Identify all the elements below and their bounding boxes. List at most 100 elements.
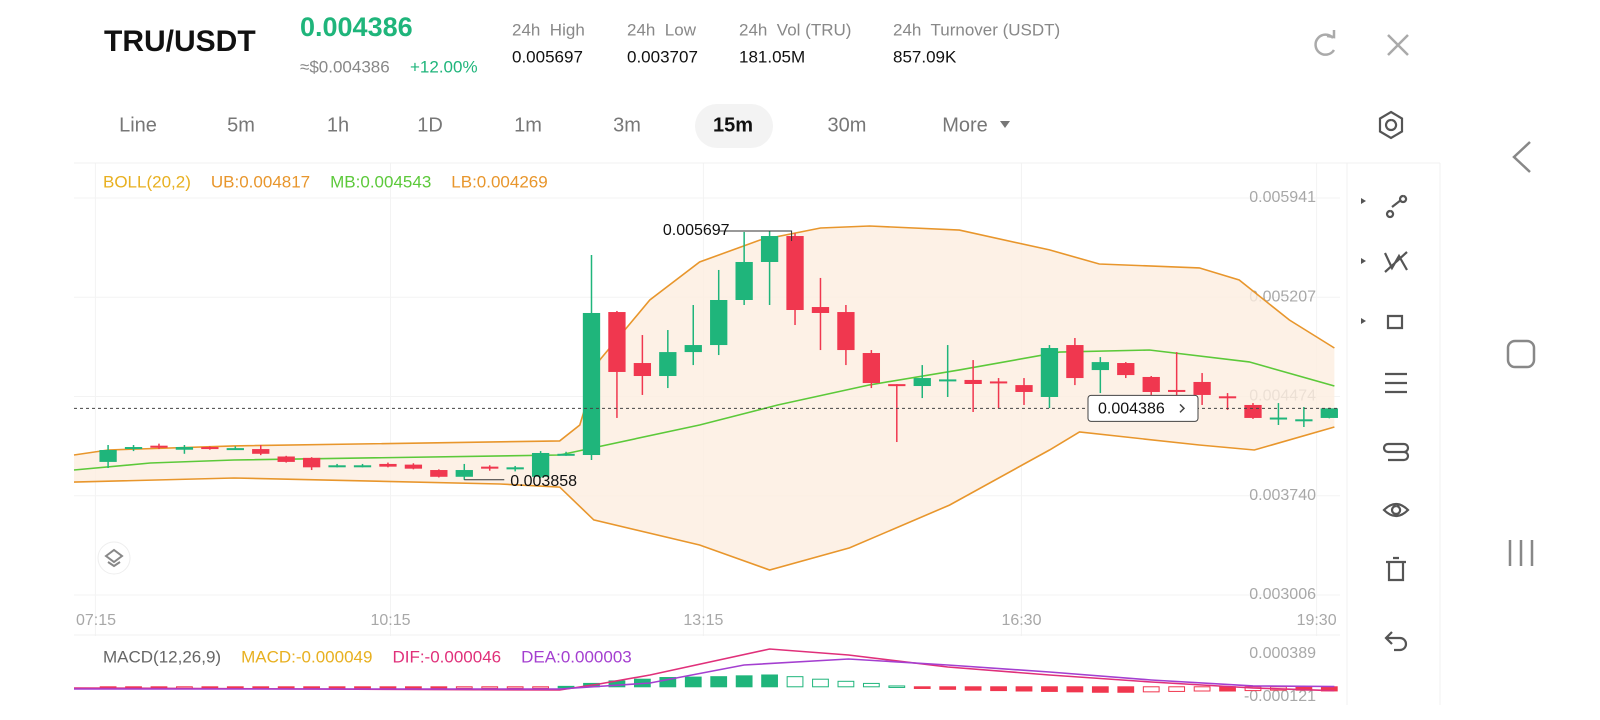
tool-layers[interactable] (1382, 442, 1410, 462)
expand-arrows (1361, 198, 1366, 324)
tool-delete[interactable] (1386, 556, 1406, 582)
candle-body (455, 470, 473, 477)
candle-body (252, 449, 270, 454)
stat-label: 24h High (512, 20, 585, 39)
candle-body (404, 464, 423, 469)
candle-body (557, 453, 575, 456)
macd-bar (1066, 686, 1084, 693)
x-tick-label: 07:15 (76, 612, 116, 629)
candle-body (175, 447, 194, 450)
y-tick-label: -0.000121 (1244, 688, 1316, 705)
macd-bar (939, 686, 957, 690)
macd-bar (684, 676, 702, 688)
boll-line (73, 426, 1335, 571)
boll-line (73, 225, 1335, 456)
legend-item: MB:0.004543 (330, 172, 431, 191)
legend-item: LB:0.004269 (451, 172, 547, 191)
candle-body (1244, 404, 1262, 418)
toolbar (1361, 194, 1410, 652)
timeframe-tab[interactable]: 3m (613, 114, 641, 136)
last-price: 0.004386 (300, 12, 413, 42)
candle-body (939, 379, 957, 382)
timeframe-tab[interactable]: 5m (227, 114, 255, 136)
macd-line (74, 658, 1335, 690)
high-label: 0.005697 (663, 222, 730, 239)
tool-trend[interactable] (1384, 251, 1408, 273)
nav-home[interactable] (1506, 339, 1536, 369)
legend-item: MACD:-0.000049 (241, 647, 372, 666)
tool-indicators[interactable] (1385, 372, 1407, 394)
reset-zoom[interactable] (97, 541, 131, 575)
macd-bar (405, 686, 422, 689)
refresh-icon[interactable] (1314, 30, 1336, 56)
macd-bar (1041, 686, 1058, 692)
candle-body (1015, 385, 1033, 392)
macd-bar (990, 686, 1007, 692)
tool-visibility[interactable] (1382, 502, 1410, 518)
pair: TRU/USDT (104, 25, 256, 58)
top-icons (1314, 30, 1409, 56)
stat-label: 24h Turnover (USDT) (893, 20, 1060, 39)
candle-body (1066, 345, 1084, 379)
candle-body (1117, 363, 1135, 376)
settings-icon[interactable] (1378, 110, 1404, 140)
timeframe-tab[interactable]: Line (119, 114, 157, 136)
candle-body (1040, 348, 1059, 397)
candle-body (913, 378, 931, 387)
reset-button[interactable] (97, 541, 131, 575)
close-icon[interactable] (1387, 34, 1409, 56)
candle-body (328, 465, 346, 468)
legend-item: BOLL(20,2) (103, 172, 191, 191)
timeframe-tab[interactable]: 15m (713, 114, 753, 136)
x-tick-label: 16:30 (1001, 612, 1041, 629)
timeframe-tab[interactable]: 1m (514, 114, 542, 136)
nav-back[interactable] (1512, 141, 1531, 173)
candle-body (633, 363, 652, 377)
dropdown-caret (1000, 121, 1010, 128)
tool-line[interactable] (1385, 194, 1408, 219)
timeframe-tab[interactable]: 30m (828, 114, 867, 136)
chevron (1179, 403, 1186, 413)
candle-body (888, 384, 906, 387)
legend-item: DIF:-0.000046 (392, 647, 501, 666)
tool-undo[interactable] (1384, 631, 1408, 652)
macd-bar (1091, 686, 1109, 693)
candle-body (786, 236, 804, 311)
macd-bar (1117, 686, 1135, 693)
macd-bar (888, 685, 906, 688)
candle-body (760, 236, 779, 262)
stat-label: 24h Low (627, 20, 697, 39)
macd-bar (303, 686, 321, 689)
candle-body (837, 312, 855, 351)
candle-body (201, 447, 219, 450)
macd-bar (862, 682, 880, 688)
candle-body (811, 307, 830, 313)
candle-body (99, 450, 117, 462)
macd-bar (761, 674, 778, 688)
active-pill (695, 104, 773, 148)
macd-bar (1142, 686, 1160, 693)
candle-body (1320, 408, 1338, 418)
candle-body (124, 447, 143, 450)
boll-band-fill (74, 226, 1335, 570)
candle-body (481, 466, 499, 469)
candle-body (379, 463, 397, 467)
nav-recent[interactable] (1508, 540, 1534, 566)
x-tick-label: 10:15 (370, 612, 410, 629)
candle-body (684, 345, 702, 353)
tool-shape[interactable] (1386, 314, 1404, 330)
stat-value: 0.005697 (512, 47, 583, 66)
candle-body (1091, 362, 1109, 371)
y-tick-label: 0.003740 (1249, 487, 1316, 504)
y-tick-label: 0.003006 (1249, 586, 1316, 603)
candle-body (531, 452, 550, 477)
candle-body (659, 352, 677, 377)
timeframe-tab[interactable]: More (942, 114, 988, 136)
timeframe-tab[interactable]: 1h (327, 114, 349, 136)
candle-body (1193, 381, 1211, 395)
legend-item: MACD(12,26,9) (103, 647, 221, 666)
y-tick-label: 0.005941 (1249, 189, 1316, 206)
last-price-box (1087, 394, 1199, 422)
timeframe-tab[interactable]: 1D (417, 114, 443, 136)
macd-line (73, 648, 1335, 692)
